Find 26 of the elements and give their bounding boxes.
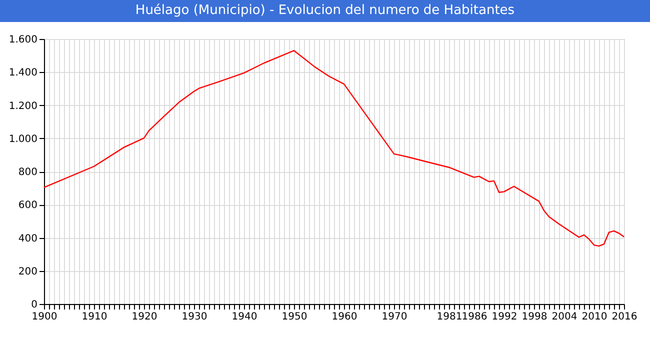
chart-title: Huélago (Municipio) - Evolucion del numero de Habitantes [0, 0, 650, 22]
y-tick-label: 0 [31, 300, 38, 310]
x-tick-label: 1900 [32, 312, 58, 322]
x-tick-label: 1940 [232, 312, 258, 322]
x-tick-label: 1930 [182, 312, 208, 322]
x-tick-label: 1960 [332, 312, 358, 322]
y-tick-label: 1.200 [8, 100, 38, 112]
y-tick-label: 1.400 [8, 68, 38, 79]
y-tick-label: 800 [18, 167, 38, 178]
x-tick-label: 1950 [282, 312, 308, 322]
x-tick-label: 1920 [132, 312, 158, 322]
x-tick-label: 1986 [462, 312, 488, 322]
x-tick-label: 1998 [522, 312, 548, 322]
y-tick-label: 1.600 [8, 34, 38, 46]
y-tick-label: 1.000 [8, 134, 38, 145]
y-tick-label: 400 [18, 233, 38, 244]
y-tick-label: 200 [18, 266, 38, 278]
x-tick-label: 2004 [552, 312, 578, 322]
x-tick-label: 2016 [612, 312, 638, 322]
x-tick-label: 1910 [82, 312, 108, 322]
x-tick-label: 1970 [382, 312, 408, 322]
line-series [43, 50, 625, 247]
y-tick-label: 600 [18, 200, 38, 212]
x-tick-label: 1981 [436, 312, 462, 322]
x-tick-label: 1992 [492, 312, 518, 322]
x-tick-label: 2010 [582, 312, 608, 322]
